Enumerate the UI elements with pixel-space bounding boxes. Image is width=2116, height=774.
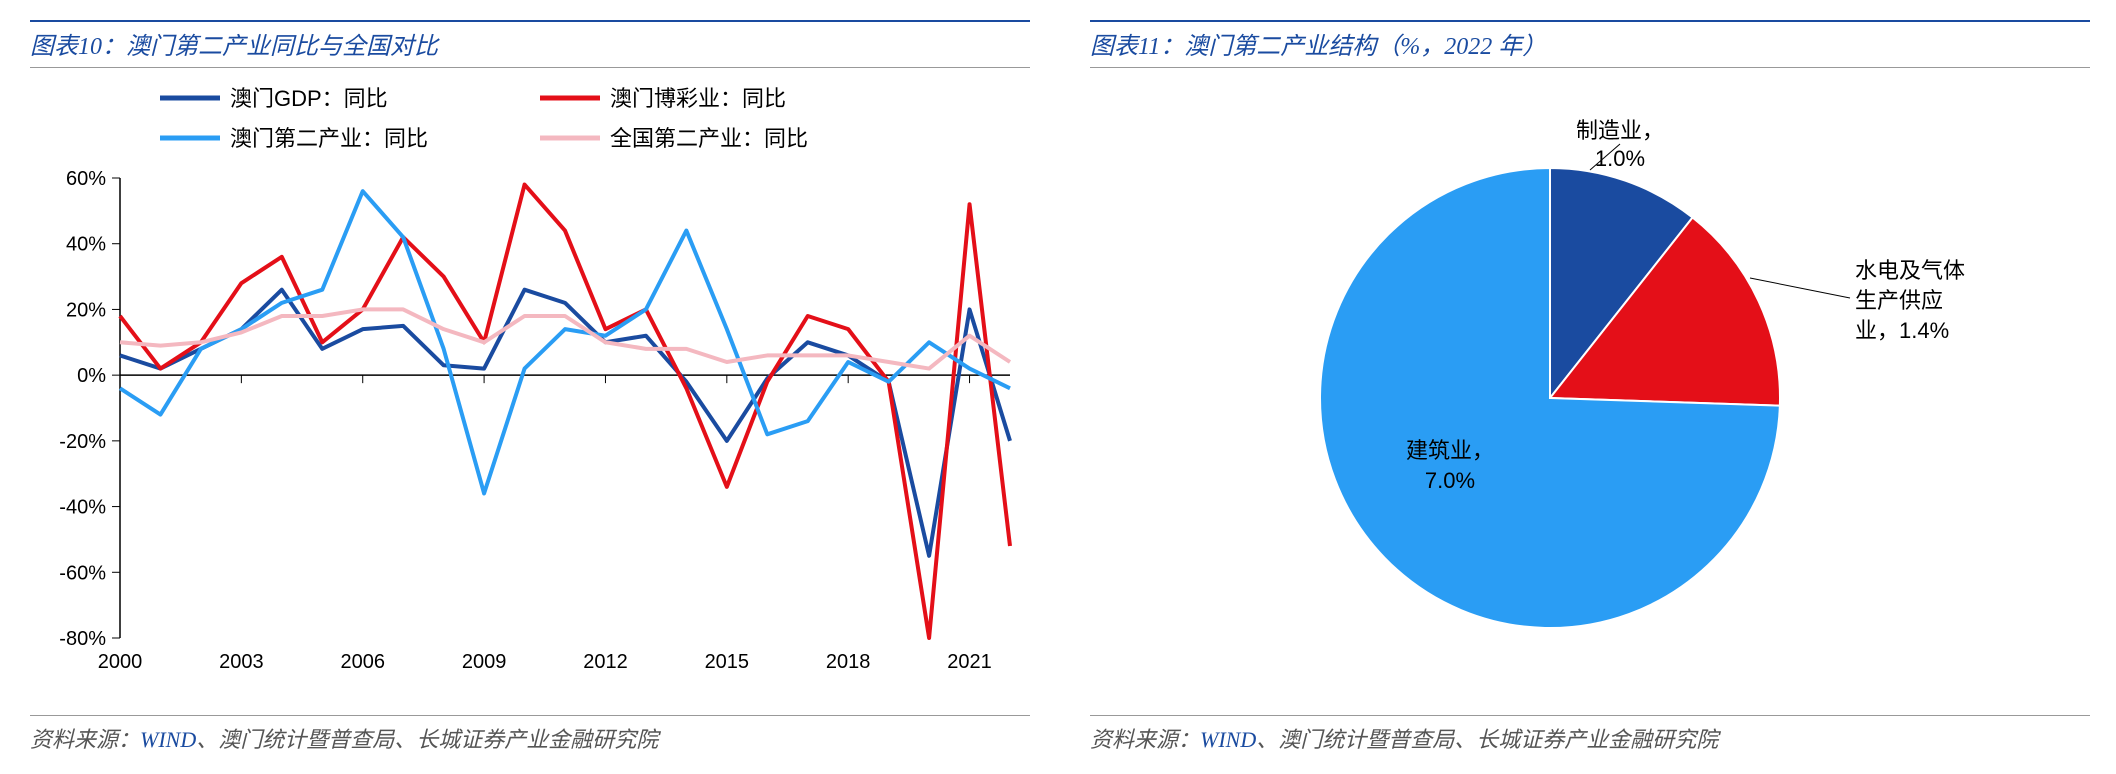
x-tick-label: 2018 — [826, 651, 871, 673]
pie-label-1b: 生产供应 — [1855, 288, 1943, 313]
x-tick-label: 2009 — [462, 651, 507, 673]
x-tick-label: 2006 — [340, 651, 385, 673]
footer-rest: 、澳门统计暨普查局、长城证券产业金融研究院 — [1256, 727, 1718, 752]
pie-chart: 制造业， 1.0% 水电及气体生产供应业，1.4% 建筑业， 7.0% — [1090, 78, 2090, 678]
legend-label-0: 澳门GDP：同比 — [230, 86, 388, 111]
y-tick-label: 0% — [77, 365, 106, 387]
left-panel: 图表10：澳门第二产业同比与全国对比 澳门GDP：同比 澳门博彩业：同比澳门第二产… — [0, 0, 1060, 774]
footer-wind: WIND — [140, 727, 196, 752]
y-tick-label: -60% — [59, 562, 106, 584]
pie-label-1c: 业，1.4% — [1855, 318, 1949, 343]
x-tick-label: 2000 — [98, 651, 143, 673]
y-tick-label: 40% — [66, 234, 106, 256]
line-chart: 澳门GDP：同比 澳门博彩业：同比澳门第二产业：同比 全国第二产业：同比 -80% -6… — [30, 78, 1030, 678]
chart11-title: 图表11：澳门第二产业结构（%，2022 年） — [1090, 34, 1546, 60]
x-tick-label: 2003 — [219, 651, 264, 673]
chart10-footer: 资料来源：WIND、澳门统计暨普查局、长城证券产业金融研究院 — [30, 715, 1030, 754]
y-tick-label: -20% — [59, 431, 106, 453]
y-tick-label: 20% — [66, 299, 106, 321]
footer-rest: 、澳门统计暨普查局、长城证券产业金融研究院 — [196, 727, 658, 752]
chart10-title: 图表10：澳门第二产业同比与全国对比 — [30, 34, 438, 60]
pie-label-1: 水电及气体 — [1855, 258, 1965, 283]
leader-1 — [1750, 278, 1850, 298]
y-tick-label: -80% — [59, 628, 106, 650]
legend-label-3: 全国第二产业：同比 — [610, 126, 808, 151]
pie-label-0b: 1.0% — [1595, 146, 1645, 171]
chart10-title-bar: 图表10：澳门第二产业同比与全国对比 — [30, 20, 1030, 68]
pie-label-2b: 7.0% — [1425, 468, 1475, 493]
chart11-title-bar: 图表11：澳门第二产业结构（%，2022 年） — [1090, 20, 2090, 68]
x-tick-label: 2021 — [947, 651, 992, 673]
footer-wind: WIND — [1200, 727, 1256, 752]
chart10-area: 澳门GDP：同比 澳门博彩业：同比澳门第二产业：同比 全国第二产业：同比 -80% -6… — [30, 78, 1030, 715]
x-tick-label: 2015 — [705, 651, 750, 673]
pie-label-0: 制造业， — [1576, 118, 1664, 143]
legend-label-2: 澳门第二产业：同比 — [230, 126, 428, 151]
y-tick-label: -40% — [59, 497, 106, 519]
chart11-footer: 资料来源：WIND、澳门统计暨普查局、长城证券产业金融研究院 — [1090, 715, 2090, 754]
footer-prefix: 资料来源： — [30, 727, 140, 752]
chart11-area: 制造业， 1.0% 水电及气体生产供应业，1.4% 建筑业， 7.0% — [1090, 78, 2090, 715]
y-tick-label: 60% — [66, 168, 106, 190]
right-panel: 图表11：澳门第二产业结构（%，2022 年） 制造业， 1.0% 水电及气体生产供… — [1060, 0, 2116, 774]
legend-label-1: 澳门博彩业：同比 — [610, 86, 786, 111]
series-macau_sec — [120, 191, 1010, 493]
footer-prefix: 资料来源： — [1090, 727, 1200, 752]
pie-label-2: 建筑业， — [1406, 438, 1494, 463]
series-gaming — [120, 185, 1010, 638]
x-tick-label: 2012 — [583, 651, 628, 673]
